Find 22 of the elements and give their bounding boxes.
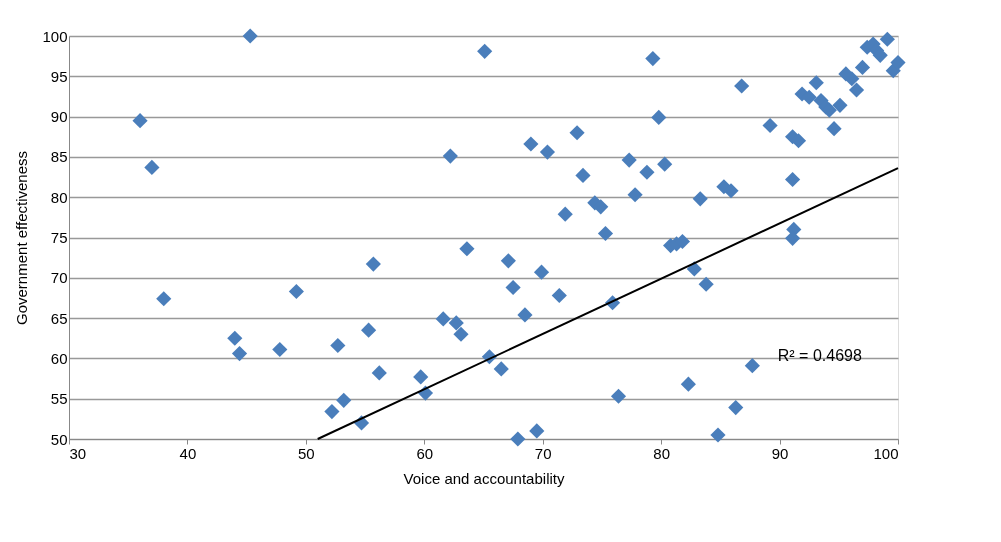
- x-tick-label: 40: [179, 444, 197, 462]
- y-tick-label: 95: [50, 67, 68, 85]
- y-tick-label: 90: [50, 108, 68, 126]
- x-tick-label: 60: [416, 444, 434, 462]
- y-tick-label: 100: [42, 27, 68, 45]
- y-tick-label: 50: [50, 430, 68, 448]
- x-tick-label: 100: [873, 444, 899, 462]
- y-tick-label: 85: [50, 148, 68, 166]
- x-axis-title: Voice and accountability: [403, 469, 565, 487]
- y-tick-label: 60: [50, 349, 68, 367]
- y-axis-title: Government effectiveness: [13, 151, 31, 325]
- x-tick-label: 70: [534, 444, 552, 462]
- y-tick-label: 55: [50, 390, 68, 408]
- y-tick-label: 75: [50, 229, 68, 246]
- y-tick-label: 80: [50, 188, 68, 206]
- y-tick-label: 65: [50, 309, 68, 327]
- x-tick-label: 50: [298, 444, 315, 462]
- annotation: R² = 0.4698: [777, 347, 862, 365]
- y-tick-label: 70: [50, 269, 68, 287]
- x-tick-label: 90: [771, 444, 789, 462]
- x-tick-label: 30: [69, 444, 87, 462]
- x-tick-label: 80: [653, 444, 670, 462]
